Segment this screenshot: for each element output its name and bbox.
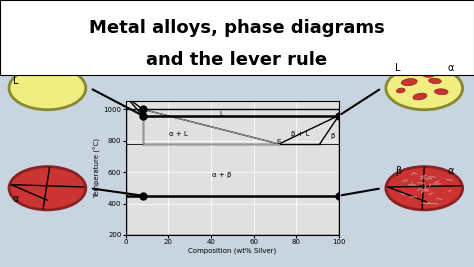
Text: α: α	[12, 194, 19, 204]
Text: and the lever rule: and the lever rule	[146, 51, 328, 69]
Ellipse shape	[435, 89, 448, 95]
Text: α: α	[447, 63, 454, 73]
Ellipse shape	[396, 88, 405, 93]
Y-axis label: Temperature (°C): Temperature (°C)	[93, 138, 100, 198]
Text: Metal alloys, phase diagrams: Metal alloys, phase diagrams	[89, 19, 385, 37]
Text: α: α	[447, 166, 454, 176]
Text: E: E	[277, 139, 281, 145]
Ellipse shape	[428, 78, 441, 84]
Circle shape	[386, 66, 463, 110]
Circle shape	[9, 167, 86, 210]
Text: L: L	[395, 63, 401, 73]
Circle shape	[9, 66, 86, 110]
Ellipse shape	[401, 78, 417, 86]
Text: β: β	[330, 133, 335, 139]
Text: β: β	[395, 166, 401, 176]
Text: α + L: α + L	[170, 131, 188, 138]
Circle shape	[386, 167, 463, 210]
Text: L: L	[219, 111, 224, 117]
Text: β + L: β + L	[291, 131, 310, 138]
Ellipse shape	[413, 93, 427, 100]
Text: L: L	[13, 76, 18, 87]
Ellipse shape	[422, 72, 435, 77]
X-axis label: Composition (wt% Silver): Composition (wt% Silver)	[188, 248, 276, 254]
Text: α + β: α + β	[212, 172, 231, 178]
